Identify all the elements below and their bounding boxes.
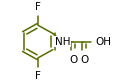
Text: F: F bbox=[35, 2, 41, 12]
Text: O: O bbox=[69, 55, 77, 65]
Text: OH: OH bbox=[95, 37, 111, 47]
Text: O: O bbox=[80, 55, 89, 65]
Text: NH: NH bbox=[55, 37, 70, 47]
Text: F: F bbox=[35, 71, 41, 81]
